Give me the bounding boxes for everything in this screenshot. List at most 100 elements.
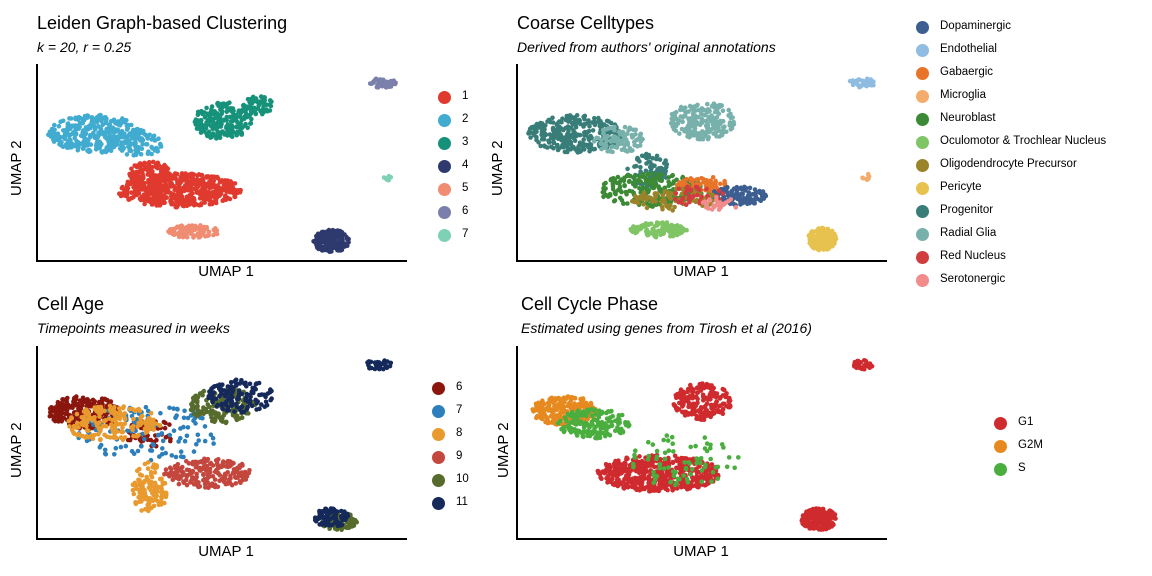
scatter-point: [238, 110, 244, 116]
scatter-point: [175, 181, 180, 186]
scatter-point: [592, 119, 597, 124]
scatter-point: [681, 227, 686, 232]
scatter-point: [390, 79, 396, 84]
legend-swatch: [438, 229, 451, 242]
scatter-point: [51, 417, 56, 422]
scatter-point: [146, 179, 152, 185]
scatter-point: [207, 198, 213, 204]
scatter-point: [631, 180, 637, 186]
scatter-point: [97, 114, 102, 120]
scatter-point: [698, 111, 704, 116]
scatter-point: [547, 132, 553, 137]
scatter-point: [215, 129, 220, 135]
scatter-point: [731, 121, 737, 127]
y-axis-label: UMAP 2: [8, 140, 25, 196]
scatter-point: [195, 432, 201, 438]
scatter-point: [251, 105, 257, 111]
scatter-point: [235, 416, 240, 422]
scatter-point: [659, 172, 664, 177]
scatter-point: [339, 229, 345, 235]
scatter-point: [207, 483, 212, 488]
scatter-point: [644, 469, 650, 474]
scatter-point: [84, 419, 90, 425]
scatter-point: [234, 401, 239, 406]
scatter-point: [123, 443, 129, 449]
scatter-point: [689, 104, 694, 110]
scatter-plot: [36, 64, 407, 262]
scatter-point: [738, 198, 743, 204]
scatter-point: [168, 438, 173, 444]
scatter-point: [227, 188, 232, 193]
scatter-point: [189, 171, 194, 177]
scatter-point: [662, 189, 668, 194]
scatter-point: [107, 403, 113, 409]
scatter-point: [150, 200, 156, 206]
scatter-point: [683, 126, 689, 131]
scatter-point: [217, 114, 223, 120]
scatter-point: [551, 139, 556, 145]
scatter-point: [196, 438, 201, 443]
scatter-point: [667, 203, 673, 208]
scatter-point: [232, 189, 238, 194]
scatter-point: [151, 180, 157, 185]
legend-label: Endothelial: [940, 43, 997, 55]
axis-lines: [36, 346, 407, 540]
scatter-point: [680, 196, 685, 202]
scatter-point: [617, 195, 623, 201]
scatter-point: [133, 169, 139, 175]
scatter-point: [242, 114, 247, 119]
scatter-point: [664, 220, 670, 225]
scatter-plot: [516, 64, 887, 262]
scatter-point: [97, 140, 103, 146]
scatter-point: [146, 185, 151, 190]
scatter-point: [133, 176, 139, 181]
scatter-point: [175, 190, 181, 195]
scatter-point: [167, 178, 173, 184]
scatter-point: [719, 129, 724, 134]
scatter-point: [223, 473, 228, 478]
x-axis-label: UMAP 1: [673, 263, 729, 280]
scatter-point: [70, 405, 75, 411]
scatter-point: [178, 177, 184, 182]
scatter-point: [622, 124, 628, 130]
scatter-point: [634, 195, 640, 201]
scatter-point: [111, 435, 116, 440]
scatter-point: [343, 242, 348, 248]
scatter-point: [550, 125, 556, 131]
scatter-point: [752, 197, 758, 202]
scatter-point: [679, 126, 685, 132]
scatter-point: [176, 184, 181, 190]
scatter-point: [145, 437, 151, 443]
legend-swatch: [438, 206, 451, 219]
scatter-point: [372, 366, 378, 372]
scatter-point: [140, 489, 145, 494]
chart-subtitle: Derived from authors' original annotatio…: [517, 39, 776, 55]
scatter-point: [158, 144, 164, 149]
axis-lines: [516, 64, 887, 262]
scatter-point: [158, 195, 164, 200]
scatter-point: [706, 126, 712, 132]
scatter-point: [221, 401, 226, 407]
scatter-point: [239, 463, 244, 468]
scatter-point: [206, 229, 212, 235]
scatter-point: [69, 415, 74, 420]
scatter-point: [219, 414, 225, 420]
scatter-point: [97, 420, 102, 425]
scatter-point: [228, 106, 233, 111]
scatter-point: [642, 222, 648, 228]
scatter-point: [154, 463, 159, 468]
scatter-point: [637, 132, 643, 138]
scatter-point: [330, 242, 336, 248]
scatter-point: [219, 118, 224, 123]
scatter-point: [194, 400, 200, 405]
scatter-point: [138, 152, 144, 157]
scatter-point: [334, 244, 340, 249]
scatter-point: [118, 444, 124, 450]
scatter-point: [136, 432, 141, 438]
scatter-point: [161, 419, 167, 425]
scatter-point: [591, 139, 597, 144]
scatter-point: [193, 421, 198, 426]
scatter-point: [632, 199, 637, 205]
scatter-point: [674, 116, 680, 122]
scatter-point: [249, 100, 255, 106]
